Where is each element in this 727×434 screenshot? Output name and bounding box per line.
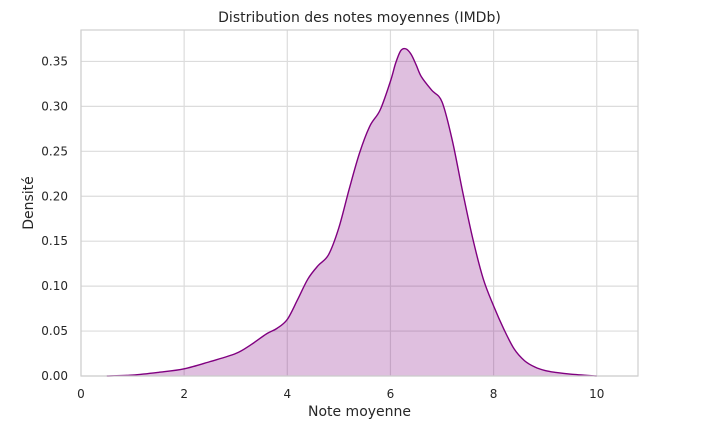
y-tick-label: 0.00	[41, 369, 68, 383]
plot-area	[106, 47, 597, 377]
x-axis-label: Note moyenne	[308, 404, 411, 420]
x-tick-labels: 0 2 4 6 8 10	[77, 387, 604, 401]
density-curve-line	[106, 47, 597, 377]
y-tick-label: 0.20	[41, 189, 68, 203]
y-tick-label: 0.05	[41, 324, 68, 338]
x-tick-label: 4	[283, 387, 291, 401]
x-tick-label: 10	[589, 387, 604, 401]
plot-frame	[80, 29, 639, 377]
y-tick-label: 0.15	[41, 234, 68, 248]
y-tick-label: 0.35	[41, 54, 68, 68]
y-tick-label: 0.30	[41, 99, 68, 113]
y-tick-labels: 0.00 0.05 0.10 0.15 0.20 0.25 0.30 0.35	[41, 54, 68, 383]
y-axis-label: Densité	[21, 176, 37, 230]
x-tick-label: 2	[180, 387, 188, 401]
density-area-fill	[106, 48, 597, 376]
x-tick-label: 0	[77, 387, 85, 401]
y-tick-label: 0.25	[41, 144, 68, 158]
x-tick-label: 6	[387, 387, 395, 401]
x-tick-label: 8	[490, 387, 498, 401]
chart-title: Distribution des notes moyennes (IMDb)	[218, 10, 501, 26]
y-tick-label: 0.10	[41, 279, 68, 293]
